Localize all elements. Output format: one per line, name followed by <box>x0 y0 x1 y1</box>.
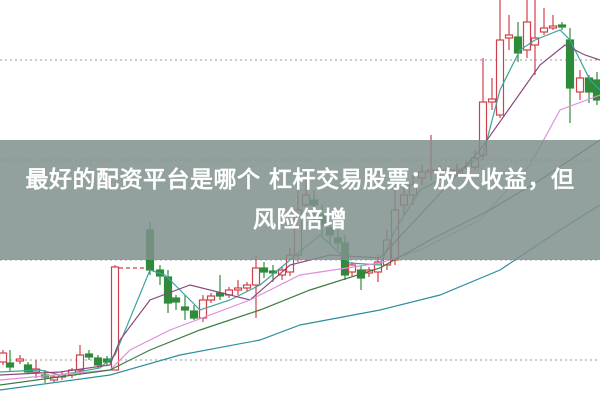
candle-down <box>5 362 15 368</box>
candle-down <box>180 306 190 311</box>
candle-down <box>163 276 173 304</box>
candle-up <box>539 27 549 33</box>
candle-down <box>23 364 33 373</box>
candle-down <box>84 353 94 358</box>
candle-up <box>15 358 25 362</box>
moving-average-line <box>0 44 600 376</box>
candle-down <box>513 36 523 54</box>
candle-up <box>548 25 558 29</box>
candle-down <box>259 267 269 273</box>
candle-up <box>233 287 243 291</box>
candle-up <box>110 266 120 371</box>
candle-down <box>592 79 600 101</box>
candle-down <box>189 310 199 319</box>
candle-up <box>206 295 216 301</box>
moving-average-line <box>0 29 600 376</box>
candle-up <box>347 264 357 273</box>
candle-up <box>495 39 505 116</box>
candle-up <box>487 98 497 103</box>
candle-up <box>242 284 252 289</box>
candle-up <box>504 34 514 39</box>
candle-up <box>522 21 532 51</box>
candle-down <box>171 297 181 303</box>
candle-up <box>75 354 85 371</box>
candle-down <box>93 357 103 366</box>
candle-up <box>530 37 540 46</box>
candle-down <box>557 24 567 28</box>
candle-up <box>575 77 585 93</box>
article-title: 最好的配资平台是哪个 杠杆交易股票：放大收益，但风险倍增 <box>25 167 575 233</box>
candle-down <box>584 77 594 93</box>
title-banner: 最好的配资平台是哪个 杠杆交易股票：放大收益，但风险倍增 <box>0 140 600 260</box>
candle-up <box>0 352 8 363</box>
candle-up <box>251 267 261 286</box>
